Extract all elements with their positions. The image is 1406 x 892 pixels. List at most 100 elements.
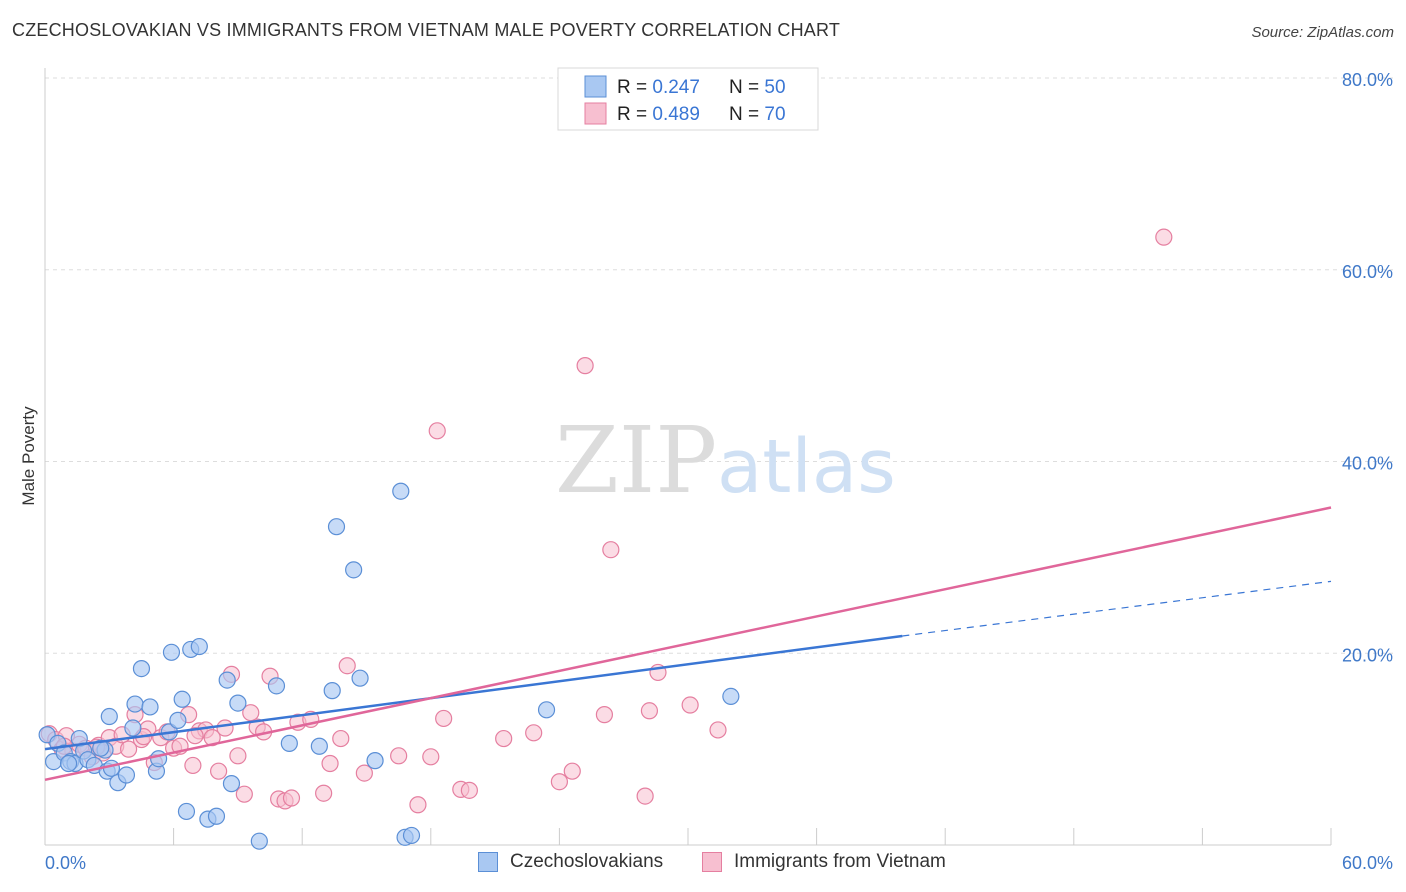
legend-r-label-vietnam: R = xyxy=(617,104,652,125)
data-point-vietnam xyxy=(709,721,727,739)
data-point-vietnam xyxy=(525,724,543,742)
data-point-vietnam xyxy=(550,773,569,791)
data-point-czech xyxy=(141,698,159,716)
legend-swatch-vietnam-bottom xyxy=(702,852,722,872)
data-point-vietnam xyxy=(409,796,427,814)
x-tick-label: 0.0% xyxy=(45,853,86,873)
data-point-czech xyxy=(100,707,118,726)
data-point-czech xyxy=(102,759,121,777)
data-point-vietnam xyxy=(681,696,699,714)
legend-r-value-vietnam: 0.489 xyxy=(652,104,700,125)
data-point-czech xyxy=(92,739,110,757)
data-point-vietnam xyxy=(602,541,620,559)
data-point-czech xyxy=(351,669,369,687)
data-point-vietnam xyxy=(119,740,138,758)
data-point-czech xyxy=(126,695,144,713)
legend-r-label-czech: R = xyxy=(617,77,652,98)
legend-label-vietnam: Immigrants from Vietnam xyxy=(734,851,946,872)
data-point-czech xyxy=(267,677,286,695)
data-point-czech xyxy=(280,734,298,752)
data-point-vietnam xyxy=(332,729,350,748)
data-point-czech xyxy=(124,719,142,737)
trend-lines xyxy=(44,506,1332,782)
data-point-vietnam xyxy=(428,422,446,440)
legend-swatch-czech-bottom xyxy=(478,852,498,872)
legend-bottom: Czechoslovakians Immigrants from Vietnam xyxy=(0,851,1406,879)
data-point-czech xyxy=(169,711,187,729)
data-point-vietnam xyxy=(576,357,594,375)
y-tick-label: 60.0% xyxy=(1342,262,1393,282)
data-point-czech xyxy=(207,807,226,825)
data-point-vietnam xyxy=(315,784,333,802)
data-point-vietnam xyxy=(338,657,356,675)
svg-text:N = 70: N = 70 xyxy=(729,104,786,125)
data-point-czech xyxy=(222,775,241,793)
data-point-czech xyxy=(537,701,556,719)
data-point-czech xyxy=(177,802,196,821)
data-point-vietnam xyxy=(216,719,234,737)
data-point-vietnam xyxy=(422,748,440,766)
series-czech-points xyxy=(38,482,740,850)
data-point-vietnam xyxy=(184,756,202,775)
data-point-vietnam xyxy=(636,787,654,805)
data-point-vietnam xyxy=(595,706,614,724)
data-point-vietnam xyxy=(210,762,228,780)
data-point-czech xyxy=(132,659,151,678)
watermark-zip: ZIP xyxy=(555,407,717,514)
data-point-czech xyxy=(327,518,346,536)
data-point-vietnam xyxy=(321,754,339,773)
legend-label-czech: Czechoslovakians xyxy=(510,851,664,872)
data-point-czech xyxy=(366,752,384,770)
data-point-czech xyxy=(162,643,181,661)
legend-n-label-vietnam: N = xyxy=(729,104,764,125)
data-point-vietnam xyxy=(563,762,581,780)
legend-swatch-vietnam xyxy=(584,102,607,125)
data-point-vietnam xyxy=(282,789,301,807)
data-point-czech xyxy=(190,637,208,656)
y-tick-label: 20.0% xyxy=(1342,645,1393,665)
data-point-czech xyxy=(402,826,421,845)
data-point-vietnam xyxy=(229,747,247,765)
data-point-vietnam xyxy=(460,781,478,799)
data-point-vietnam xyxy=(435,709,453,728)
legend-item-vietnam[interactable]: Immigrants from Vietnam xyxy=(702,851,946,873)
data-point-czech xyxy=(218,671,236,689)
data-point-vietnam xyxy=(186,727,204,745)
data-point-czech xyxy=(59,754,78,773)
legend-n-value-czech: 50 xyxy=(764,77,785,98)
series-vietnam-points xyxy=(40,228,1173,814)
data-point-czech xyxy=(149,750,168,768)
data-point-vietnam xyxy=(235,785,253,803)
svg-text:R = 0.489: R = 0.489 xyxy=(617,104,700,125)
data-point-czech xyxy=(229,694,247,712)
legend-n-label-czech: N = xyxy=(729,77,764,98)
trend-line-czech-extension xyxy=(902,580,1332,637)
data-point-czech xyxy=(117,766,136,784)
trend-line-czech xyxy=(44,634,903,751)
data-point-vietnam xyxy=(242,704,260,722)
trend-line-vietnam xyxy=(44,506,1332,782)
data-point-vietnam xyxy=(640,702,659,720)
legend-r-value-czech: 0.247 xyxy=(652,77,700,98)
legend-item-czech[interactable]: Czechoslovakians xyxy=(478,851,663,873)
data-point-czech xyxy=(345,561,363,579)
legend-top: R = 0.247 N = 50 R = 0.489 N = 70 xyxy=(557,67,819,131)
data-point-czech xyxy=(392,482,410,500)
y-tick-label: 40.0% xyxy=(1342,454,1393,474)
y-axis-label: Male Poverty xyxy=(19,406,38,506)
svg-text:R = 0.247: R = 0.247 xyxy=(617,77,700,98)
data-point-vietnam xyxy=(1155,228,1173,246)
source-label: Source: ZipAtlas.com xyxy=(1251,24,1394,41)
legend-swatch-czech xyxy=(584,75,607,98)
watermark: ZIP atlas xyxy=(555,407,896,514)
data-point-czech xyxy=(323,682,341,700)
data-point-vietnam xyxy=(355,764,373,782)
legend-n-value-vietnam: 70 xyxy=(764,104,785,125)
data-point-vietnam xyxy=(495,729,513,748)
x-tick-label: 60.0% xyxy=(1342,853,1393,873)
svg-text:N = 50: N = 50 xyxy=(729,77,786,98)
chart-title: CZECHOSLOVAKIAN VS IMMIGRANTS FROM VIETN… xyxy=(12,20,841,40)
data-point-czech xyxy=(250,832,268,850)
data-point-vietnam xyxy=(390,747,408,765)
